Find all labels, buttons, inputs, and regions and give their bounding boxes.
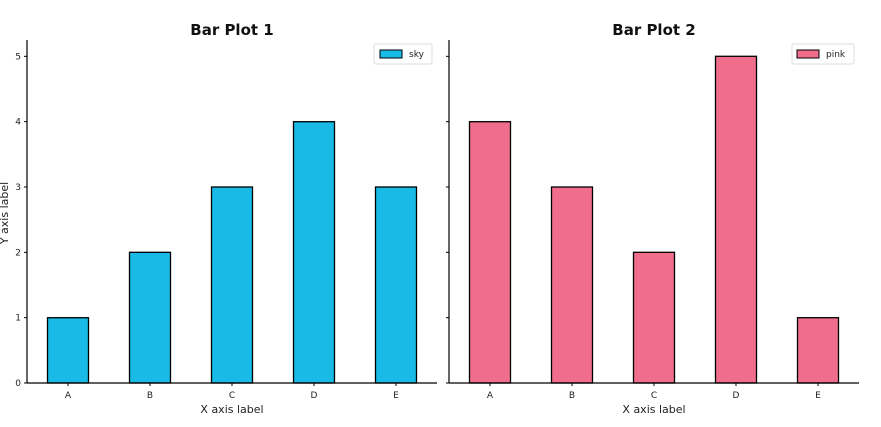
x-tick-labels: A B C D E xyxy=(487,383,821,401)
legend-label: sky xyxy=(409,50,425,60)
x-axis-label: X axis label xyxy=(200,403,263,416)
x-tick-label: D xyxy=(311,391,318,401)
x-tick-label: B xyxy=(147,391,153,401)
bar-d xyxy=(292,121,336,384)
bar-c xyxy=(632,251,676,384)
bar-e xyxy=(374,186,418,384)
bar-series xyxy=(46,121,418,384)
bar-b xyxy=(128,251,172,384)
x-tick-label: C xyxy=(651,391,657,401)
y-tick-labels: 0 1 2 3 4 5 xyxy=(15,52,27,389)
x-tick-label: A xyxy=(65,391,72,401)
y-axis-label: Y axis label xyxy=(0,182,11,245)
legend: sky xyxy=(373,43,433,65)
chart-title: Bar Plot 2 xyxy=(612,21,695,39)
bar-d xyxy=(714,55,758,384)
legend-swatch xyxy=(379,49,403,59)
x-tick-label: D xyxy=(733,391,740,401)
bar-series xyxy=(468,55,840,384)
x-tick-label: B xyxy=(569,391,575,401)
y-tick-label: 1 xyxy=(15,314,21,324)
x-tick-label: A xyxy=(487,391,494,401)
legend-frame xyxy=(791,43,855,65)
x-tick-labels: A B C D E xyxy=(65,383,399,401)
bar-b xyxy=(550,186,594,384)
legend-swatch xyxy=(796,49,820,59)
bar-plot-1: Bar Plot 1 X axis label Y axis label A B C… xyxy=(0,21,437,416)
bar-e xyxy=(796,317,840,384)
x-axis-label: X axis label xyxy=(622,403,685,416)
bar-a xyxy=(468,121,512,384)
bar-a xyxy=(46,317,90,384)
legend-label: pink xyxy=(826,50,846,60)
y-tick-label: 4 xyxy=(15,118,21,128)
y-tick-label: 3 xyxy=(15,183,21,193)
legend: pink xyxy=(791,43,855,65)
x-tick-label: E xyxy=(815,391,821,401)
y-tick-label: 0 xyxy=(15,379,21,389)
legend-frame xyxy=(373,43,433,65)
bar-c xyxy=(210,186,254,384)
y-tick-label: 5 xyxy=(15,52,21,62)
x-tick-label: C xyxy=(229,391,235,401)
x-tick-label: E xyxy=(393,391,399,401)
bar-plot-2: Bar Plot 2 X axis label A B C D E pink xyxy=(446,21,859,416)
y-tick-label: 2 xyxy=(15,248,21,258)
chart-title: Bar Plot 1 xyxy=(190,21,273,39)
